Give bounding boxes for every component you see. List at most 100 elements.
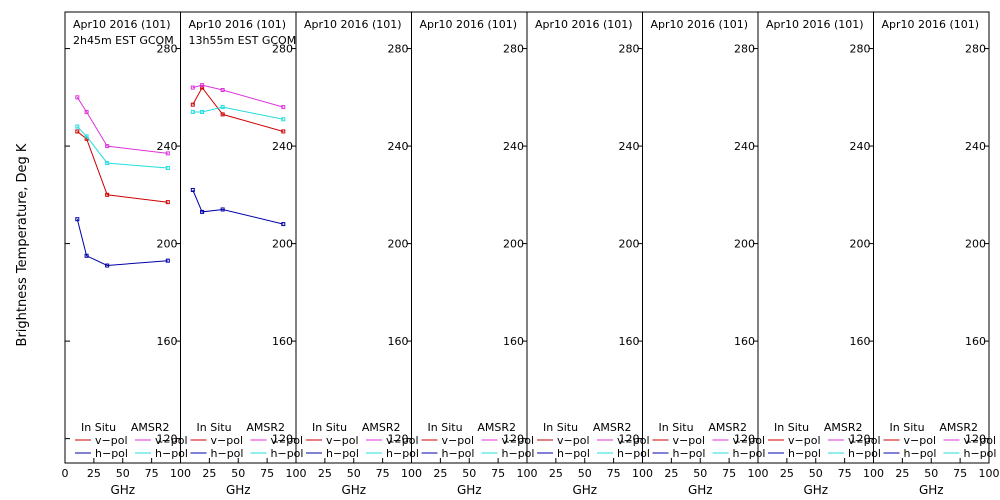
y-tick-label: 240 (272, 140, 293, 153)
y-tick-label: 200 (503, 238, 524, 251)
x-axis-label: GHz (919, 483, 944, 497)
legend-label-insitu-v: v−pol (557, 434, 590, 447)
x-axis-label: GHz (226, 483, 251, 497)
data-point-amsr2_h (84, 134, 89, 139)
legend-label-insitu-h: h−pol (211, 447, 244, 460)
legend-label-insitu-v: v−pol (95, 434, 128, 447)
x-tick-label: 0 (62, 467, 69, 480)
legend-label-amsr2-v: v−pol (386, 434, 419, 447)
y-tick-label: 280 (734, 43, 755, 56)
y-tick-label: 120 (734, 433, 755, 446)
legend-in-situ: In Situ (774, 421, 809, 434)
data-point-insitu_v (190, 102, 195, 107)
legend-label-insitu-h: h−pol (95, 447, 128, 460)
panel-title-line: Apr10 2016 (101) (535, 18, 633, 31)
data-point-amsr2_v (200, 83, 205, 88)
x-tick-label: 25 (87, 467, 101, 480)
legend-label-amsr2-h: h−pol (155, 447, 188, 460)
data-point-amsr2_v (84, 109, 89, 114)
legend-amsr2: AMSR2 (131, 421, 170, 434)
legend-amsr2: AMSR2 (593, 421, 632, 434)
panel-title-line: Apr10 2016 (101) (420, 18, 518, 31)
legend-label-amsr2-v: v−pol (617, 434, 650, 447)
panel-title-line: 13h55m EST GCOM (189, 34, 297, 47)
x-tick-label: 25 (549, 467, 563, 480)
x-axis-label: GHz (572, 483, 597, 497)
series-line-insitu_v (76, 131, 168, 203)
legend-label-amsr2-v: v−pol (502, 434, 535, 447)
legend-label-insitu-v: v−pol (442, 434, 475, 447)
data-point-amsr2_v (105, 144, 110, 149)
legend-label-insitu-v: v−pol (211, 434, 244, 447)
x-tick-label: 50 (347, 467, 361, 480)
y-axis-label: Brightness Temperature, Deg K (15, 143, 30, 346)
panel-title-line: Apr10 2016 (101) (73, 18, 171, 31)
x-tick-label: 75 (376, 467, 390, 480)
legend-label-amsr2-h: h−pol (271, 447, 304, 460)
legend-in-situ: In Situ (197, 421, 232, 434)
x-tick-label: 25 (318, 467, 332, 480)
data-point-amsr2_h (190, 109, 195, 114)
panel-7: Apr10 2016 (101) 120 160 200 240 280 25 50 75 100… (757, 11, 884, 497)
legend-label-insitu-v: v−pol (788, 434, 821, 447)
data-point-amsr2_h (165, 166, 170, 171)
legend-in-situ: In Situ (659, 421, 694, 434)
series-line-amsr2_h (76, 126, 168, 169)
panel-4: Apr10 2016 (101) 120 160 200 240 280 25 50 75 100… (411, 11, 538, 497)
panel-title-line: Apr10 2016 (101) (766, 18, 864, 31)
panel-1: Apr10 2016 (101) 2h45m EST GCOM 120 160 200 2… (62, 11, 191, 497)
x-tick-label: 50 (578, 467, 592, 480)
x-axis-label: GHz (457, 483, 482, 497)
legend-label-amsr2-v: v−pol (155, 434, 188, 447)
legend-in-situ: In Situ (890, 421, 925, 434)
panel-title-line: Apr10 2016 (101) (882, 18, 980, 31)
x-axis-label: GHz (803, 483, 828, 497)
x-tick-label: 50 (116, 467, 130, 480)
legend-amsr2: AMSR2 (362, 421, 401, 434)
legend-label-amsr2-v: v−pol (848, 434, 881, 447)
x-tick-label: 75 (607, 467, 621, 480)
y-tick-label: 160 (734, 335, 755, 348)
data-point-amsr2_v (190, 85, 195, 90)
y-tick-label: 160 (850, 335, 871, 348)
legend-label-insitu-h: h−pol (904, 447, 937, 460)
data-point-insitu_v (200, 85, 205, 90)
y-tick-label: 120 (157, 433, 178, 446)
legend-label-insitu-v: v−pol (326, 434, 359, 447)
panel-6: Apr10 2016 (101) 120 160 200 240 280 25 50 75 100… (642, 11, 769, 497)
y-tick-label: 280 (272, 43, 293, 56)
x-tick-label: 100 (632, 467, 653, 480)
x-tick-label: 50 (809, 467, 823, 480)
y-tick-label: 200 (850, 238, 871, 251)
y-tick-label: 200 (272, 238, 293, 251)
legend-label-amsr2-h: h−pol (848, 447, 881, 460)
y-tick-label: 160 (503, 335, 524, 348)
legend-label-insitu-v: v−pol (904, 434, 937, 447)
legend-amsr2: AMSR2 (477, 421, 516, 434)
y-tick-label: 160 (965, 335, 986, 348)
x-tick-label: 25 (895, 467, 909, 480)
legend-label-insitu-h: h−pol (326, 447, 359, 460)
data-point-amsr2_v (165, 151, 170, 156)
y-tick-label: 200 (734, 238, 755, 251)
legend-amsr2: AMSR2 (708, 421, 747, 434)
panel-3: Apr10 2016 (101) 120 160 200 240 280 25 50 75 100… (295, 11, 422, 497)
legend-label-amsr2-v: v−pol (271, 434, 304, 447)
y-tick-label: 240 (503, 140, 524, 153)
series-line-amsr2_h (192, 106, 284, 120)
x-tick-label: 100 (979, 467, 1000, 480)
data-point-amsr2_v (281, 105, 286, 110)
series-line-amsr2_v (192, 84, 284, 108)
x-tick-label: 50 (924, 467, 938, 480)
y-tick-label: 240 (850, 140, 871, 153)
legend-amsr2: AMSR2 (824, 421, 863, 434)
y-tick-label: 240 (157, 140, 178, 153)
data-point-insitu_v (281, 129, 286, 134)
panel-2: Apr10 2016 (101) 13h55m EST GCOM 120 160 200… (180, 11, 307, 497)
data-point-insitu_h (200, 209, 205, 214)
data-point-amsr2_v (220, 88, 225, 93)
y-tick-label: 280 (388, 43, 409, 56)
panel-5: Apr10 2016 (101) 120 160 200 240 280 25 50 75 100… (526, 11, 653, 497)
x-tick-label: 75 (145, 467, 159, 480)
